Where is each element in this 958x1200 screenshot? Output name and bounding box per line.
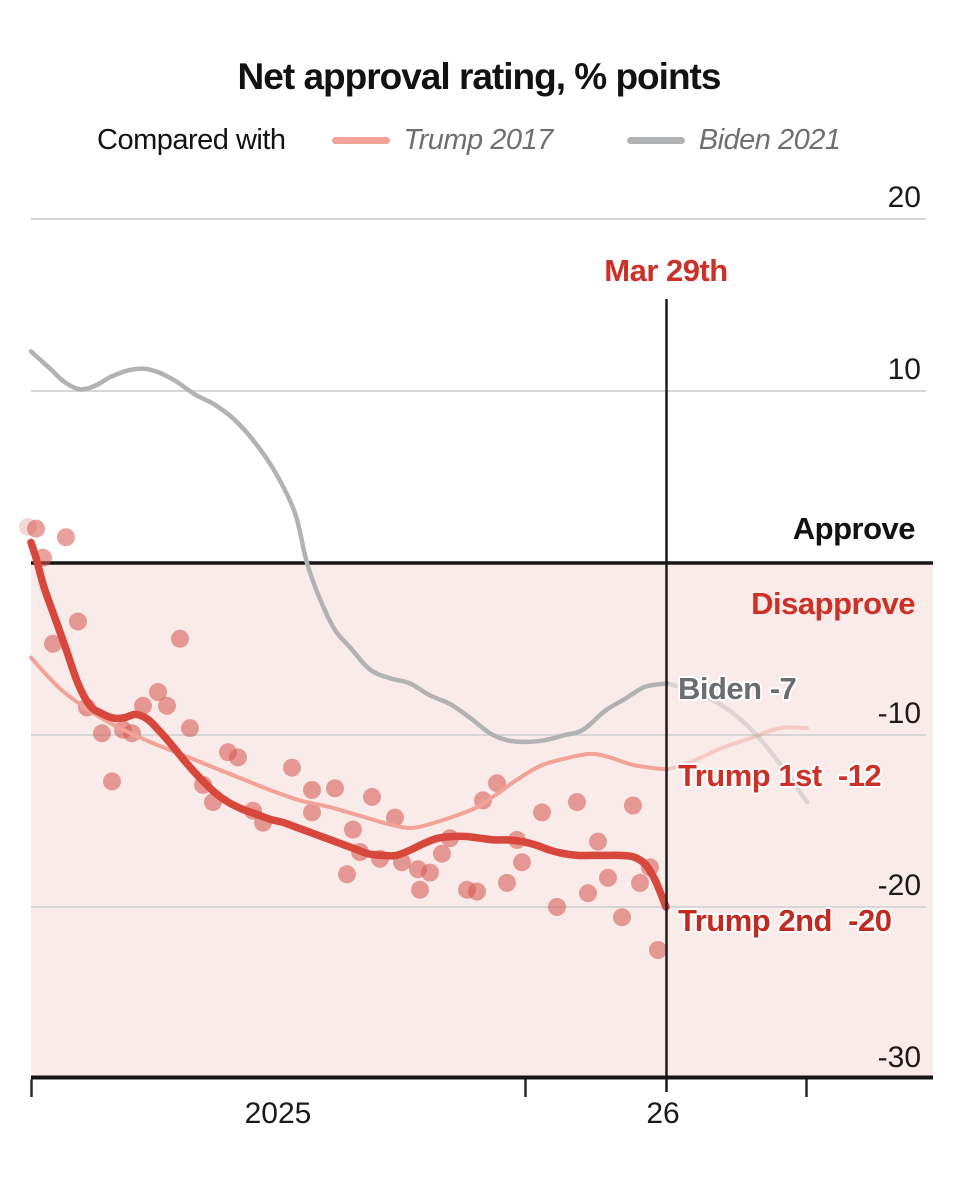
poll-dot (229, 748, 247, 767)
poll-dot (326, 779, 344, 798)
poll-dot (468, 882, 486, 901)
poll-dot (283, 758, 301, 777)
poll-dot (421, 863, 439, 882)
poll-dot (568, 793, 586, 812)
legend-item-trump-2017: Trump 2017 (331, 124, 554, 157)
poll-dot (338, 865, 356, 884)
poll-dot (533, 803, 551, 822)
poll-dot (433, 844, 451, 863)
y-tick-label-10: 10 (887, 353, 921, 386)
y-tick-label--20: -20 (877, 869, 921, 902)
y-tick-label--10: -10 (877, 697, 921, 730)
legend-item-biden-2021: Biden 2021 (626, 124, 841, 157)
poll-dot (386, 808, 404, 827)
poll-dot (613, 908, 631, 927)
biden-end-label: Biden -7 (678, 671, 797, 706)
poll-dot (548, 898, 566, 916)
poll-dot (411, 880, 429, 899)
trump-2017-line-faded (665, 725, 809, 772)
poll-dot (631, 873, 649, 892)
poll-dot (303, 781, 321, 799)
legend-prefix-label: Compared with (97, 124, 286, 156)
trump-1st-end-label: Trump 1st -12 (678, 758, 882, 793)
poll-dot (27, 519, 45, 538)
poll-dot (624, 796, 642, 815)
poll-dot (498, 873, 516, 892)
poll-dot (649, 941, 667, 959)
chart-title: Net approval rating, % points (237, 56, 722, 97)
legend-label-biden-2021: Biden 2021 (698, 124, 841, 156)
poll-dot (513, 853, 531, 872)
trump-2017-line-swatch-icon (331, 137, 390, 144)
chart-legend: Compared with Trump 2017 Biden 2021 (97, 124, 841, 157)
biden-2021-line-faded (664, 681, 810, 805)
poll-dot (158, 696, 176, 715)
poll-dot (599, 868, 617, 887)
poll-dot (57, 528, 75, 547)
poll-dot (93, 724, 111, 743)
x-tick-label-2025: 2025 (244, 1097, 312, 1130)
poll-dot (69, 612, 87, 631)
biden-2021-line (28, 349, 670, 745)
poll-dot (149, 683, 167, 701)
biden-2021-line-swatch-icon (626, 137, 685, 144)
approve-label: Approve (792, 511, 916, 546)
poll-dot (488, 774, 506, 793)
legend-label-trump-2017: Trump 2017 (403, 124, 554, 156)
trump-2nd-end-label: Trump 2nd -20 (678, 903, 892, 938)
x-tick-label-26: 26 (646, 1097, 680, 1130)
poll-dot (181, 719, 199, 738)
disapprove-region (31, 563, 933, 1078)
poll-dot (589, 832, 607, 851)
trump-2017-line (29, 655, 669, 831)
poll-dot (344, 820, 362, 839)
poll-dot (363, 787, 381, 806)
poll-dot (171, 629, 189, 648)
poll-dot-light (19, 517, 37, 536)
poll-dot (134, 696, 152, 715)
poll-scatter-dots (27, 519, 667, 959)
poll-dot (44, 634, 62, 653)
disapprove-label: Disapprove (751, 586, 915, 621)
poll-dot (303, 803, 321, 822)
poll-dot (103, 772, 121, 791)
y-tick-label--30: -30 (877, 1041, 921, 1074)
trump-2nd-line (27, 538, 670, 911)
poll-dot (579, 884, 597, 903)
y-tick-label-20: 20 (887, 181, 921, 214)
event-date-label: Mar 29th (604, 253, 728, 288)
